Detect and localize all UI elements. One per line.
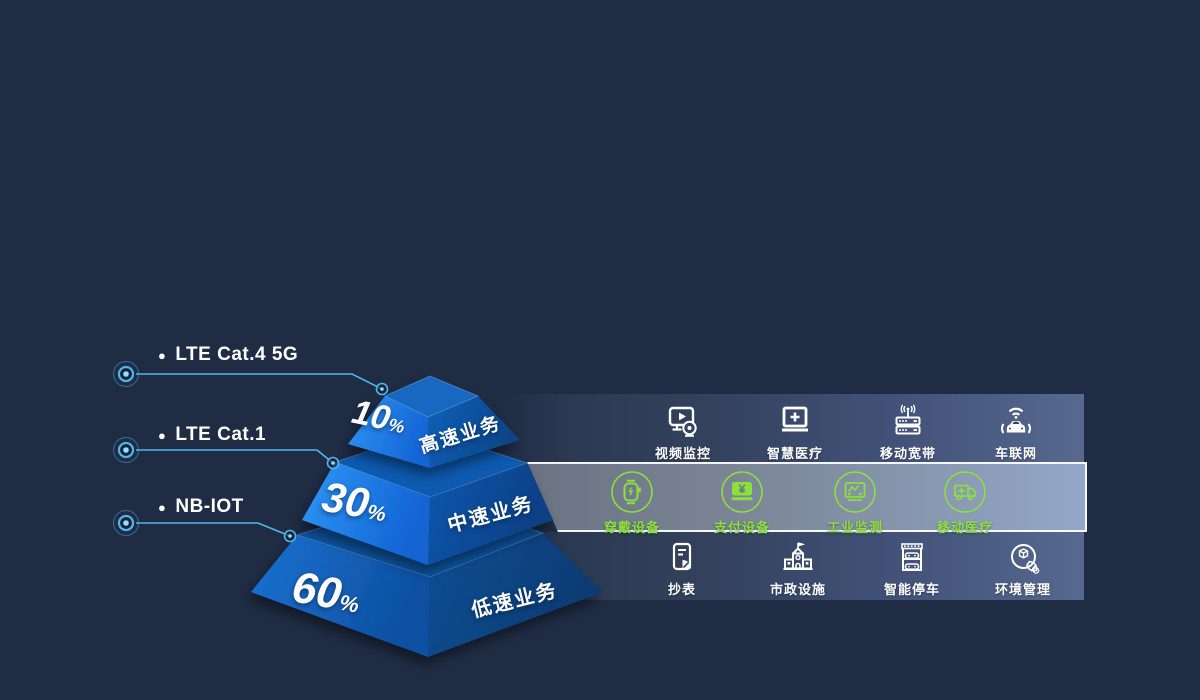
app-mobile-broadband: 移动宽带 [866,404,950,462]
percent-unit: % [386,414,407,438]
legend-endpoint-rings [112,360,140,537]
app-label: 穿戴设备 [603,520,660,535]
bullet-icon: ● [158,427,167,443]
app-meter-reading: 抄表 [640,540,724,598]
legend-label: LTE Cat.1 [175,424,267,445]
meter-reading-icon [672,542,692,571]
tier-low-speed-percent: 60% [288,562,364,623]
tier-high-speed-label: 高速业务 [417,413,504,458]
industrial-monitoring-icon [834,471,876,513]
tier-high-speed-percent: 10% [349,393,410,442]
app-label: 移动医疗 [936,520,993,535]
bullet-icon: ● [158,347,167,363]
percent-unit: % [337,589,362,618]
app-smart-healthcare: 智慧医疗 [753,404,837,462]
legend-item-lte-cat4-5g: ● LTE Cat.4 5G [158,344,298,366]
tier-mid-speed-label: 中速业务 [445,492,536,537]
municipal-facilities-icon [783,542,813,570]
legend-label: NB-IOT [175,496,244,517]
mobile-broadband-icon [895,404,921,435]
app-label: 智慧医疗 [766,446,823,461]
percent-value: 30 [318,472,373,528]
app-smart-parking: 智能停车 [870,540,954,598]
environment-management-icon [1011,544,1040,574]
app-label: 智能停车 [883,582,940,597]
smart-parking-icon [901,543,923,571]
app-video-surveillance: 视频监控 [641,404,725,462]
percent-unit: % [365,500,388,527]
legend-label: LTE Cat.4 5G [175,344,299,365]
app-industrial-monitoring: 工业监测 [813,470,897,536]
app-mobile-healthcare: 移动医疗 [923,470,1007,536]
app-wearable-device: 穿戴设备 [590,470,674,536]
video-surveillance-icon [668,406,697,437]
percent-value: 60 [288,562,346,620]
high-speed-apps-band [500,394,1084,462]
connected-car-icon [1001,407,1031,434]
mobile-healthcare-icon [944,471,986,513]
app-label: 环境管理 [994,582,1051,597]
app-label: 市政设施 [769,582,826,597]
app-payment-device: 支付设备 [700,470,784,536]
app-municipal-facilities: 市政设施 [756,540,840,598]
tier-mid-speed-percent: 30% [318,473,391,532]
app-environment-management: 环境管理 [981,540,1065,598]
smart-healthcare-icon [782,406,808,432]
app-label: 抄表 [667,582,696,597]
app-label: 支付设备 [713,520,770,535]
legend-item-nb-iot: ● NB-IOT [158,496,244,518]
app-label: 工业监测 [826,520,883,535]
app-connected-car: 车联网 [974,404,1058,462]
payment-device-icon [721,471,763,513]
legend-item-lte-cat1: ● LTE Cat.1 [158,424,266,446]
app-label: 移动宽带 [879,446,936,461]
bullet-icon: ● [158,499,167,515]
wearable-device-icon [611,471,653,513]
app-label: 车联网 [994,446,1037,461]
mid-speed-apps-band [527,462,1087,532]
app-label: 视频监控 [654,446,711,461]
